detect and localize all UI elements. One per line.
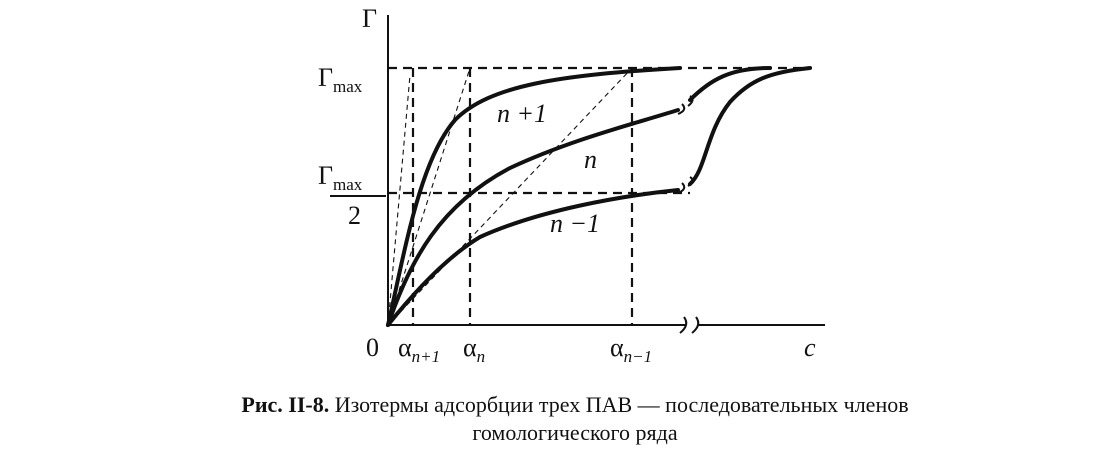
x-axis-label: c <box>804 333 816 362</box>
origin-label: 0 <box>366 333 379 362</box>
caption-text: Изотермы адсорбции трех ПАВ — последоват… <box>335 392 909 417</box>
curve-label: n −1 <box>550 209 600 238</box>
label-sub: n <box>477 347 486 366</box>
alpha-label: αn−1 <box>610 333 652 366</box>
label-sub: max <box>333 77 363 96</box>
curve-n-plus-1 <box>386 66 682 327</box>
curve-label: n <box>584 145 597 174</box>
axis-break <box>679 316 700 334</box>
gamma-max-label: Γmax <box>318 63 363 96</box>
caption-line: гомологического ряда <box>472 420 677 445</box>
curve-n <box>688 66 772 102</box>
caption-label: Рис. II-8. <box>241 392 329 417</box>
curve-n-minus-1 <box>386 188 680 327</box>
label-sub: n+1 <box>412 347 440 366</box>
caption-line: Рис. II-8. Изотермы адсорбции трех ПАВ —… <box>241 392 908 417</box>
label-base: Γ <box>318 161 333 190</box>
label-base: α <box>610 333 624 362</box>
curve-break <box>677 95 694 115</box>
curve-n-minus-1 <box>688 66 812 186</box>
y-axis-label: Γ <box>362 4 377 33</box>
curve-break <box>677 176 694 194</box>
isotherms <box>386 66 812 327</box>
axes <box>387 15 825 334</box>
label-sub: max <box>333 175 363 194</box>
label-base: α <box>463 333 477 362</box>
label-base: Γ <box>318 63 333 92</box>
half-denominator: 2 <box>348 201 361 230</box>
half-label: Γmax <box>318 161 363 194</box>
alpha-label: αn <box>463 333 485 366</box>
guides <box>387 66 812 326</box>
label-base: α <box>398 333 412 362</box>
alpha-label: αn+1 <box>398 333 440 366</box>
tangent <box>387 67 471 326</box>
curve-label: n +1 <box>497 99 547 128</box>
curve-n <box>386 108 680 327</box>
label-sub: n−1 <box>624 347 652 366</box>
tangent <box>387 74 411 326</box>
